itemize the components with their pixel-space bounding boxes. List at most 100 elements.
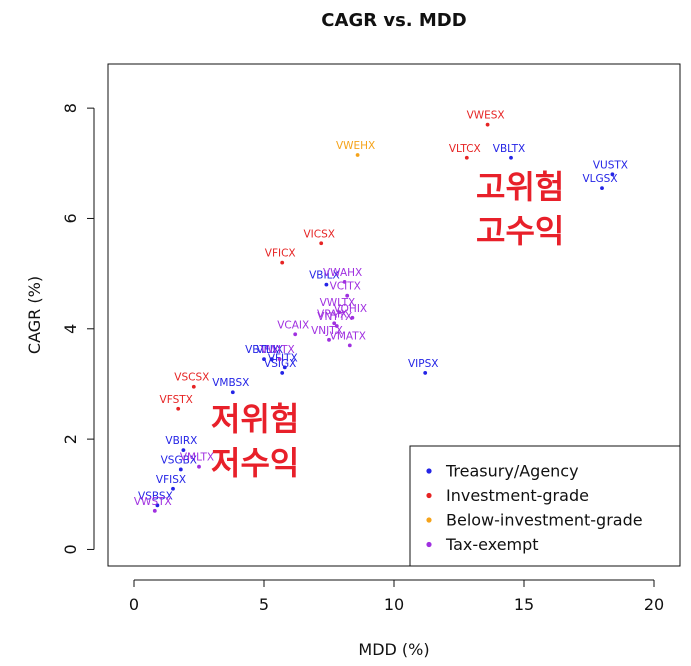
chart-title: CAGR vs. MDD [321, 10, 466, 31]
y-axis: 0 2 4 6 8 [61, 103, 95, 555]
data-point [319, 241, 324, 246]
annotation-low-risk-line2: 저수익 [211, 444, 299, 482]
y-axis-label: CAGR (%) [25, 276, 44, 354]
series-investment-grade: VWESX VLTCX VICSX VFICX VSCSX VFSTX [160, 110, 505, 411]
point-label: VBTLX [245, 344, 279, 356]
point-label: VPAIX [317, 308, 347, 320]
point-label: VFISX [156, 474, 186, 486]
point-label: VWITX [260, 344, 294, 356]
data-point [327, 337, 331, 342]
point-label: VWLTX [320, 297, 356, 309]
point-label: VLTCX [449, 143, 481, 155]
point-label: VUSTX [593, 159, 628, 171]
point-label: VFIIX [256, 344, 283, 356]
legend-marker [426, 468, 432, 474]
data-point [324, 282, 329, 287]
data-point [332, 321, 337, 326]
point-label: VLGSX [582, 173, 617, 185]
data-point [485, 122, 490, 127]
data-point [293, 332, 298, 337]
y-tick-label: 0 [61, 544, 80, 554]
data-point [181, 448, 186, 453]
point-label: VIPSX [408, 358, 438, 370]
x-axis: 0 5 10 15 20 [129, 579, 664, 614]
data-point [350, 315, 355, 320]
point-label: VCAIX [277, 319, 309, 331]
y-tick-label: 8 [61, 103, 80, 113]
point-label: VFICX [265, 248, 296, 260]
annotation-high-risk-line2: 고수익 [476, 212, 564, 250]
point-label: VBLTX [493, 143, 525, 155]
data-point [509, 155, 513, 160]
point-label: VSIGX [264, 358, 296, 370]
data-point [178, 467, 183, 472]
plot-area-frame [107, 63, 681, 567]
x-tick-label: 5 [259, 595, 269, 614]
data-point [176, 406, 181, 411]
legend-marker [426, 492, 432, 499]
y-tick-label: 4 [61, 324, 80, 334]
data-point [277, 357, 282, 362]
point-label: VNYTX [317, 311, 352, 323]
point-label: VSBSX [138, 490, 173, 502]
data-point [262, 357, 266, 362]
series-treasury-agency: VBLTX VUSTX VLGSX VBILX VFIIXVBTLXVFITXVSIGX… [138, 143, 628, 508]
series-below-investment-grade: VWEHX [336, 140, 375, 157]
data-point [355, 153, 360, 157]
point-label: VBILX [309, 270, 340, 282]
point-label: VWEHX [336, 140, 375, 152]
point-label: VOHIX [334, 303, 367, 315]
legend-marker [426, 541, 432, 548]
point-label: VWAHX [323, 267, 362, 279]
scatter-points: VBLTX VUSTX VLGSX VBILX VFIIXVBTLXVFITXVSIGX… [134, 110, 628, 513]
data-point [280, 371, 285, 375]
data-point [197, 464, 201, 469]
legend: Treasury/Agency Investment-grade Below-inv… [409, 445, 681, 567]
point-label: VICSX [303, 228, 334, 240]
data-point [152, 508, 157, 513]
legend-box [409, 445, 681, 567]
point-label: VFITX [268, 352, 298, 364]
point-label: VWSTX [134, 496, 172, 508]
point-label: VCITX [330, 281, 361, 293]
data-point [464, 155, 469, 160]
point-label: VNJTX [311, 325, 343, 337]
point-label: VFSTX [160, 394, 193, 406]
point-label: VSCSX [174, 372, 209, 384]
x-tick-label: 10 [384, 595, 404, 614]
data-point [342, 280, 347, 284]
point-label: VMBSX [212, 377, 249, 389]
legend-entry: Tax-exempt [445, 535, 539, 554]
data-point [337, 310, 342, 315]
point-label: VSGBX [161, 454, 197, 466]
x-tick-label: 20 [644, 595, 664, 614]
legend-marker [426, 517, 432, 523]
data-point [334, 324, 339, 328]
point-label: VBIRX [165, 435, 197, 447]
point-label: VWESX [467, 110, 505, 122]
y-tick-label: 6 [61, 213, 80, 223]
x-tick-label: 0 [129, 595, 139, 614]
x-axis-label: MDD (%) [358, 640, 429, 659]
data-point [171, 486, 175, 491]
point-label: VMATX [330, 330, 366, 342]
data-point [423, 371, 428, 375]
legend-entry: Below-investment-grade [446, 511, 643, 530]
annotation-high-risk-line1: 고위험 [476, 168, 564, 206]
legend-entry: Investment-grade [446, 486, 589, 505]
legend-entry: Treasury/Agency [445, 462, 579, 481]
annotation-low-risk-line1: 저위험 [211, 400, 299, 438]
data-point [600, 186, 604, 191]
data-point [282, 365, 287, 370]
data-point [230, 390, 235, 395]
data-point [345, 293, 350, 298]
data-point [347, 343, 352, 348]
y-tick-label: 2 [61, 434, 80, 444]
point-label: VMLTX [180, 452, 214, 464]
x-tick-label: 15 [514, 595, 534, 614]
data-point [610, 172, 615, 177]
data-point [191, 384, 196, 389]
data-point [280, 260, 285, 265]
